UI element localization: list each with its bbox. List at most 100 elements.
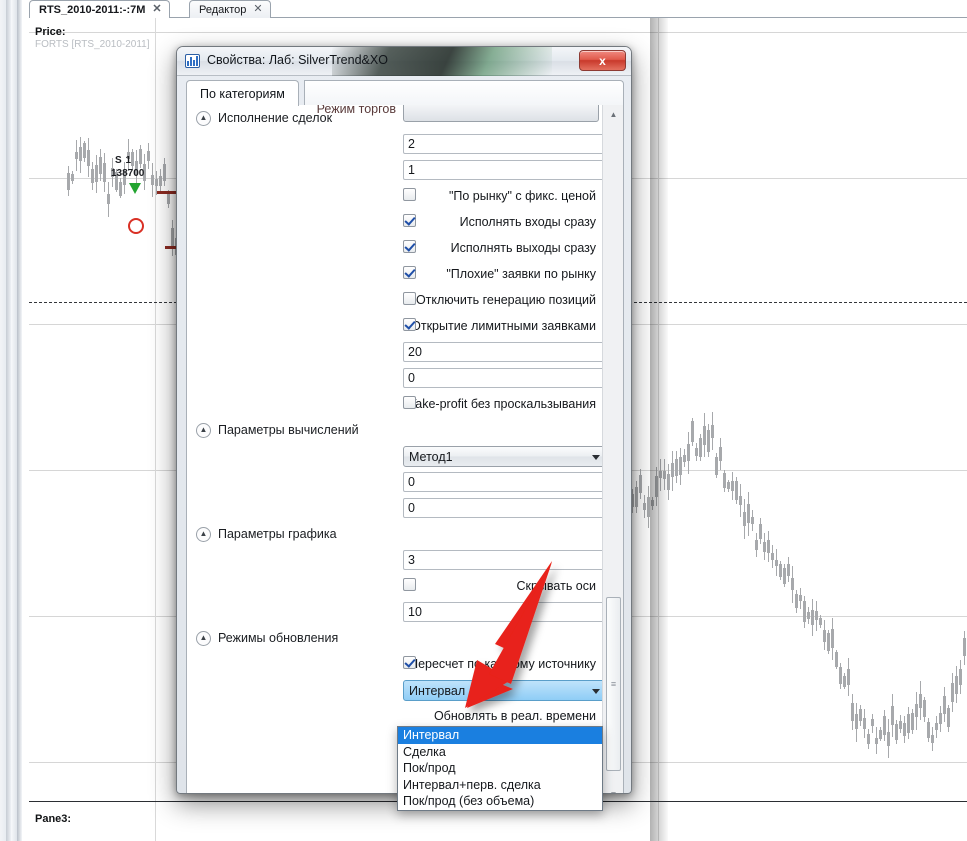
checkbox-скрывать-оси[interactable]: [403, 578, 416, 591]
signal-label: S 1: [115, 155, 132, 166]
row-метод-декомпрессии: Метод декомпрессииМетод1: [187, 443, 607, 469]
window-edge-strip: [22, 0, 29, 841]
signal-price: 138700: [111, 168, 145, 179]
section-header-параметры-вычислений[interactable]: ▲ Параметры вычислений: [187, 417, 603, 443]
dropdown-option[interactable]: Пок/прод: [403, 761, 456, 776]
dialog-shadow-overlay: [650, 18, 668, 841]
input-проскальз-в-шагах[interactable]: [403, 342, 607, 362]
scrollbar-thumb[interactable]: ≡: [606, 597, 621, 771]
property-list-content: Режим торгов ▲ Исполнение сделок Действие …: [187, 105, 607, 729]
row-control: [403, 290, 416, 305]
checkbox-take-profit-без-проскальзывания[interactable]: [403, 396, 416, 409]
row-control: [403, 134, 607, 154]
chevron-up-icon[interactable]: ▲: [196, 630, 211, 646]
entry-circle-icon: [128, 218, 144, 234]
row-обновлять-в-реал-времени: Обновлять в реал. времени: [187, 703, 603, 729]
select-интервал-пересчета[interactable]: Интервал: [403, 680, 607, 701]
chevron-down-icon[interactable]: [592, 455, 600, 460]
dropdown-option[interactable]: Интервал+перв. сделка: [403, 777, 541, 792]
tab-label: Редактор: [199, 3, 247, 16]
input-отступ[interactable]: [403, 602, 607, 622]
row-действие-автооткрытия-баров: Действие автооткрытия (баров): [187, 157, 607, 183]
row-take-profit-без-проскальзывания: Take-profit без проскальзывания: [187, 391, 603, 417]
chart-subtitle: FORTS [RTS_2010-2011]: [35, 39, 150, 50]
row-открытие-лимитными-заявками: Открытие лимитными заявками: [187, 313, 603, 339]
checkbox-исполнять-выходы-сразу[interactable]: [403, 240, 416, 253]
row-макс-баров: Макс. баров: [187, 469, 607, 495]
section-header-исполнение-сделок[interactable]: ▲ Исполнение сделок: [187, 105, 603, 131]
row-label: Исполнять входы сразу: [459, 215, 596, 229]
select-value: Интервал: [409, 683, 466, 698]
checkbox-по-рынку-с-фикс-ценой[interactable]: [403, 188, 416, 201]
dropdown-option[interactable]: Интервал: [398, 727, 602, 744]
row-control: [403, 212, 416, 227]
row-по-рынку-с-фикс-ценой: "По рынку" с фикс. ценой: [187, 183, 603, 209]
property-list[interactable]: Режим торгов ▲ Исполнение сделок Действие …: [186, 105, 624, 793]
row-проскальз-в-шагах: Проскальз. в шагах: [187, 339, 607, 365]
row-интервал-пересчета: Интервал пересчетаИнтервал: [187, 677, 607, 703]
row-label: Take-profit без проскальзывания: [409, 397, 596, 411]
row-label: Открытие лимитными заявками: [411, 319, 596, 333]
row-control: [403, 264, 416, 279]
chart-title: Price:: [35, 26, 66, 38]
row-проскальз-в: Проскальз. в %: [187, 365, 607, 391]
dropdown-option[interactable]: Пок/прод (без объема): [403, 794, 535, 809]
input-торговать-с-бар[interactable]: [403, 498, 607, 518]
bar-chart-icon: [185, 54, 200, 68]
close-icon[interactable]: ✕: [253, 3, 263, 15]
close-icon[interactable]: x: [579, 50, 626, 71]
input-действие-автооткрытия-баров[interactable]: [403, 160, 607, 180]
row-control: [403, 576, 416, 591]
row-control: [403, 316, 416, 331]
section-header-режимы-обновления[interactable]: ▲ Режимы обновления: [187, 625, 603, 651]
checkbox-открытие-лимитными-заявками[interactable]: [403, 318, 416, 331]
select-метод-декомпрессии[interactable]: Метод1: [403, 446, 607, 467]
tab-editor[interactable]: Редактор ✕: [189, 0, 271, 18]
dialog-title: Свойства: Лаб: SilverTrend&XO: [207, 53, 388, 67]
row-control: Метод1: [403, 446, 607, 467]
input-действие-автозакрытия-баров[interactable]: [403, 134, 607, 154]
close-icon[interactable]: ✕: [152, 3, 162, 15]
trading-mode-select[interactable]: [403, 105, 599, 122]
scroll-down-icon[interactable]: ▼: [603, 785, 623, 793]
checkbox-отключить-генерацию-позиций[interactable]: [403, 292, 416, 305]
property-list-scrollbar[interactable]: ▲ ≡ ▼: [602, 105, 623, 793]
chevron-down-icon[interactable]: [592, 689, 600, 694]
row-control: [403, 472, 607, 492]
chart-gridline: [155, 18, 156, 841]
section-title: Режимы обновления: [218, 631, 339, 645]
dialog-titlebar[interactable]: Свойства: Лаб: SilverTrend&XO x: [177, 47, 631, 76]
tab-rts-2010-2011[interactable]: RTS_2010-2011:-:7M ✕: [29, 0, 170, 18]
recalc-interval-dropdown-list[interactable]: Интервал Сделка Пок/прод Интервал+перв. сде…: [397, 726, 603, 811]
tab-label: RTS_2010-2011:-:7M: [39, 3, 146, 16]
checkbox-пересчет-по-каждому-источнику[interactable]: [403, 656, 416, 669]
dropdown-option[interactable]: Сделка: [403, 744, 446, 759]
chevron-up-icon[interactable]: ▲: [196, 526, 211, 542]
chevron-up-icon[interactable]: ▲: [196, 110, 211, 126]
scroll-up-icon[interactable]: ▲: [609, 110, 618, 119]
input-размер-бара[interactable]: [403, 550, 607, 570]
section-title: Параметры вычислений: [218, 423, 359, 437]
sell-arrow-icon: [129, 183, 141, 194]
row-trading-mode[interactable]: Режим торгов: [187, 105, 603, 125]
window-edge-strip: [0, 0, 6, 841]
input-макс-баров[interactable]: [403, 472, 607, 492]
section-header-параметры-графика[interactable]: ▲ Параметры графика: [187, 521, 603, 547]
chevron-up-icon[interactable]: ▲: [196, 422, 211, 438]
checkbox-исполнять-входы-сразу[interactable]: [403, 214, 416, 227]
tab-strip-filler: [304, 80, 624, 106]
properties-dialog[interactable]: Свойства: Лаб: SilverTrend&XO x По катег…: [176, 46, 632, 794]
tab-by-categories[interactable]: По категориям: [186, 80, 299, 106]
row-control: [403, 602, 607, 622]
input-проскальз-в[interactable]: [403, 368, 607, 388]
row-отступ: Отступ: [187, 599, 607, 625]
checkbox-плохие-заявки-по-рынку[interactable]: [403, 266, 416, 279]
tab-bar-underline: [29, 17, 967, 18]
row-label: Режим торгов: [316, 105, 396, 116]
chart-gridline: [29, 32, 967, 33]
row-действие-автозакрытия-баров: Действие автозакрытия (баров): [187, 131, 607, 157]
scrollbar-grip-icon: ≡: [610, 678, 617, 689]
row-label: "По рынку" с фикс. ценой: [448, 189, 596, 203]
row-отключить-генерацию-позиций: Отключить генерацию позиций: [187, 287, 603, 313]
